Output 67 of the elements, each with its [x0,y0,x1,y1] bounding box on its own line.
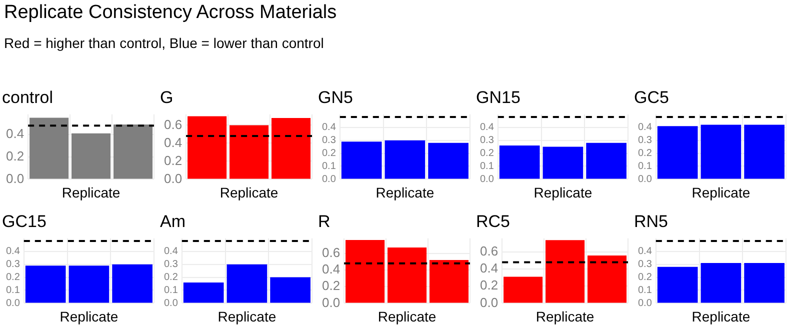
y-tick-label: 0.2 [480,278,498,293]
y-tick-label: 0.1 [322,160,336,172]
y-tick-label: 0.4 [164,246,178,258]
y-tick-label: 0.4 [164,134,182,150]
y-tick-label: 0.3 [480,135,494,146]
chart-title: GC15 [2,212,46,231]
y-tick-label: 0.6 [322,244,340,260]
x-axis-title: Replicate [692,308,750,324]
y-tick-label: 0.0 [638,298,652,309]
y-tick-label: 0.0 [6,170,24,186]
x-axis-title: Replicate [534,184,592,200]
chart-title: R [318,212,330,231]
y-tick-label: 0.4 [480,122,494,134]
y-tick-label: 0.1 [638,160,652,172]
y-tick-label: 0.6 [164,116,182,132]
x-axis-title: Replicate [60,308,118,324]
y-tick-label: 0.2 [638,148,652,160]
y-tick-label: 0.1 [6,284,20,296]
y-tick-label: 0.2 [638,272,652,284]
y-tick-label: 0.0 [480,174,494,185]
chart-title: GC5 [634,88,669,107]
y-tick-label: 0.1 [164,284,178,296]
y-tick-label: 0.2 [6,148,24,164]
y-tick-label: 0.1 [480,160,494,172]
y-tick-label: 0.4 [638,122,652,134]
y-tick-label: 0.0 [164,170,182,186]
y-tick-label: 0.3 [164,259,178,270]
y-tick-label: 0.2 [322,148,336,160]
y-tick-label: 0.4 [638,246,652,258]
y-tick-label: 0.3 [638,135,652,146]
y-tick-label: 0.4 [6,246,20,258]
chart-title: RN5 [634,212,668,231]
y-tick-label: 0.2 [164,272,178,284]
x-axis-title: Replicate [692,184,750,200]
y-tick-label: 0.0 [638,174,652,185]
chart-title: G [160,88,174,107]
y-tick-label: 0.4 [480,260,498,276]
chart-title: Am [160,212,186,231]
y-tick-label: 0.6 [480,244,498,259]
y-tick-label: 0.3 [638,259,652,270]
y-tick-label: 0.2 [6,272,20,284]
x-axis-title: Replicate [218,308,276,324]
y-tick-label: 0.3 [322,135,336,146]
y-tick-label: 0.0 [322,174,336,185]
chart-title: control [2,88,54,107]
y-tick-label: 0.1 [638,284,652,296]
y-tick-label: 0.4 [6,126,24,142]
x-axis-title: Replicate [62,184,120,200]
y-tick-label: 0.2 [322,278,340,294]
y-tick-label: 0.0 [6,298,20,309]
y-tick-label: 0.0 [322,294,340,310]
chart-title: GN15 [476,88,520,107]
y-tick-label: 0.0 [480,294,498,310]
text: Replicate Consistency Across Materials [4,2,337,24]
y-tick-label: 0.2 [164,152,182,168]
x-axis-title: Replicate [376,184,434,200]
y-tick-label: 0.0 [164,298,178,309]
y-tick-label: 0.3 [6,259,20,270]
chart-title: GN5 [318,88,353,107]
x-axis-title: Replicate [536,308,594,324]
text: Red = higher than control, Blue = lower than control [4,35,324,51]
x-axis-title: Replicate [378,308,436,324]
x-axis-title: Replicate [220,184,278,200]
y-tick-label: 0.4 [322,262,340,277]
y-tick-label: 0.4 [322,122,336,134]
y-tick-label: 0.2 [480,148,494,160]
chart-title: RC5 [476,212,510,231]
